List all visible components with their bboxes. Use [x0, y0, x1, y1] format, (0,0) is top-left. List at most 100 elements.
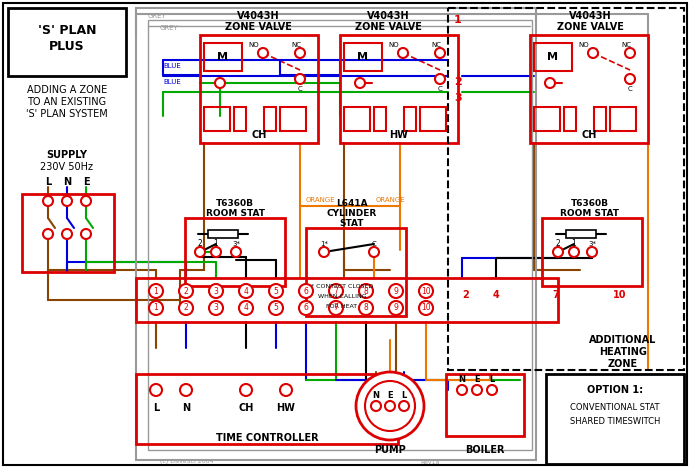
Circle shape: [280, 384, 292, 396]
Circle shape: [209, 284, 223, 298]
Text: E: E: [83, 177, 89, 187]
Circle shape: [389, 284, 403, 298]
Bar: [264, 107, 276, 131]
Text: T6360B: T6360B: [571, 199, 609, 209]
Text: M: M: [217, 52, 228, 62]
Text: 3: 3: [454, 93, 462, 103]
Bar: [374, 107, 386, 131]
Text: 8: 8: [364, 304, 368, 313]
Bar: [306, 228, 406, 316]
Text: BOILER: BOILER: [465, 445, 505, 455]
Circle shape: [399, 401, 409, 411]
Text: 9: 9: [393, 286, 398, 295]
Circle shape: [419, 284, 433, 298]
Bar: [204, 43, 242, 71]
Circle shape: [435, 48, 445, 58]
Circle shape: [258, 48, 268, 58]
Text: 2: 2: [555, 240, 560, 249]
Text: BLUE: BLUE: [163, 79, 181, 85]
Text: 1: 1: [214, 240, 218, 249]
Text: M: M: [547, 52, 558, 62]
Circle shape: [355, 78, 365, 88]
Text: SUPPLY: SUPPLY: [46, 150, 88, 160]
Text: 8: 8: [364, 286, 368, 295]
Bar: [340, 35, 458, 143]
Text: CYLINDER: CYLINDER: [327, 210, 377, 219]
Circle shape: [62, 196, 72, 206]
Text: CH: CH: [581, 130, 597, 140]
Text: * CONTACT CLOSED: * CONTACT CLOSED: [311, 284, 373, 288]
Text: FOR HEAT: FOR HEAT: [326, 304, 357, 308]
Text: C: C: [437, 86, 442, 92]
Text: 9: 9: [393, 304, 398, 313]
Text: 10: 10: [421, 304, 431, 313]
Text: 1*: 1*: [320, 241, 328, 247]
Circle shape: [62, 229, 72, 239]
Text: 'S' PLAN SYSTEM: 'S' PLAN SYSTEM: [26, 109, 108, 119]
Text: N: N: [373, 392, 380, 401]
Circle shape: [149, 301, 163, 315]
Text: 2: 2: [184, 286, 188, 295]
Bar: [148, 20, 532, 450]
Bar: [420, 107, 446, 131]
Text: ROOM STAT: ROOM STAT: [206, 210, 264, 219]
Circle shape: [329, 284, 343, 298]
Bar: [344, 43, 382, 71]
Text: N: N: [458, 375, 466, 385]
Text: N: N: [182, 403, 190, 413]
Text: L: L: [402, 392, 406, 401]
Circle shape: [81, 229, 91, 239]
Text: N: N: [63, 177, 71, 187]
Circle shape: [359, 301, 373, 315]
Text: 2: 2: [197, 240, 202, 249]
Text: NC: NC: [621, 42, 631, 48]
Text: L641A: L641A: [336, 199, 368, 209]
Bar: [448, 8, 684, 370]
Bar: [542, 218, 642, 286]
Text: 2: 2: [184, 304, 188, 313]
Circle shape: [625, 48, 635, 58]
Circle shape: [81, 196, 91, 206]
Circle shape: [299, 284, 313, 298]
Text: CONVENTIONAL STAT: CONVENTIONAL STAT: [570, 403, 660, 412]
Bar: [234, 107, 246, 131]
Text: CH: CH: [238, 403, 254, 413]
Circle shape: [487, 385, 497, 395]
Text: OPTION 1:: OPTION 1:: [587, 385, 643, 395]
Text: 3*: 3*: [232, 241, 240, 247]
Circle shape: [195, 247, 205, 257]
Bar: [610, 107, 636, 131]
Circle shape: [209, 301, 223, 315]
Bar: [564, 107, 576, 131]
Text: 7: 7: [333, 286, 338, 295]
Circle shape: [371, 401, 381, 411]
Text: C: C: [297, 86, 302, 92]
Circle shape: [239, 301, 253, 315]
Bar: [280, 107, 306, 131]
Bar: [208, 230, 238, 238]
Text: E: E: [387, 392, 393, 401]
Text: 1: 1: [454, 15, 462, 25]
Text: CH: CH: [251, 130, 267, 140]
Bar: [22, 194, 114, 272]
Circle shape: [179, 301, 193, 315]
Text: ADDING A ZONE: ADDING A ZONE: [27, 85, 107, 95]
Circle shape: [149, 284, 163, 298]
Bar: [404, 107, 416, 131]
Circle shape: [545, 78, 555, 88]
Circle shape: [625, 74, 635, 84]
Circle shape: [240, 384, 252, 396]
Circle shape: [356, 372, 424, 440]
Text: 3*: 3*: [588, 241, 596, 247]
Circle shape: [43, 196, 53, 206]
Text: ZONE VALVE: ZONE VALVE: [557, 22, 624, 32]
Text: C: C: [628, 86, 632, 92]
Bar: [136, 8, 536, 460]
Text: NO: NO: [248, 42, 259, 48]
Bar: [136, 374, 398, 444]
Circle shape: [179, 284, 193, 298]
Bar: [546, 374, 684, 464]
Text: HW: HW: [390, 130, 408, 140]
Text: 'S' PLAN: 'S' PLAN: [38, 23, 96, 37]
Circle shape: [329, 301, 343, 315]
